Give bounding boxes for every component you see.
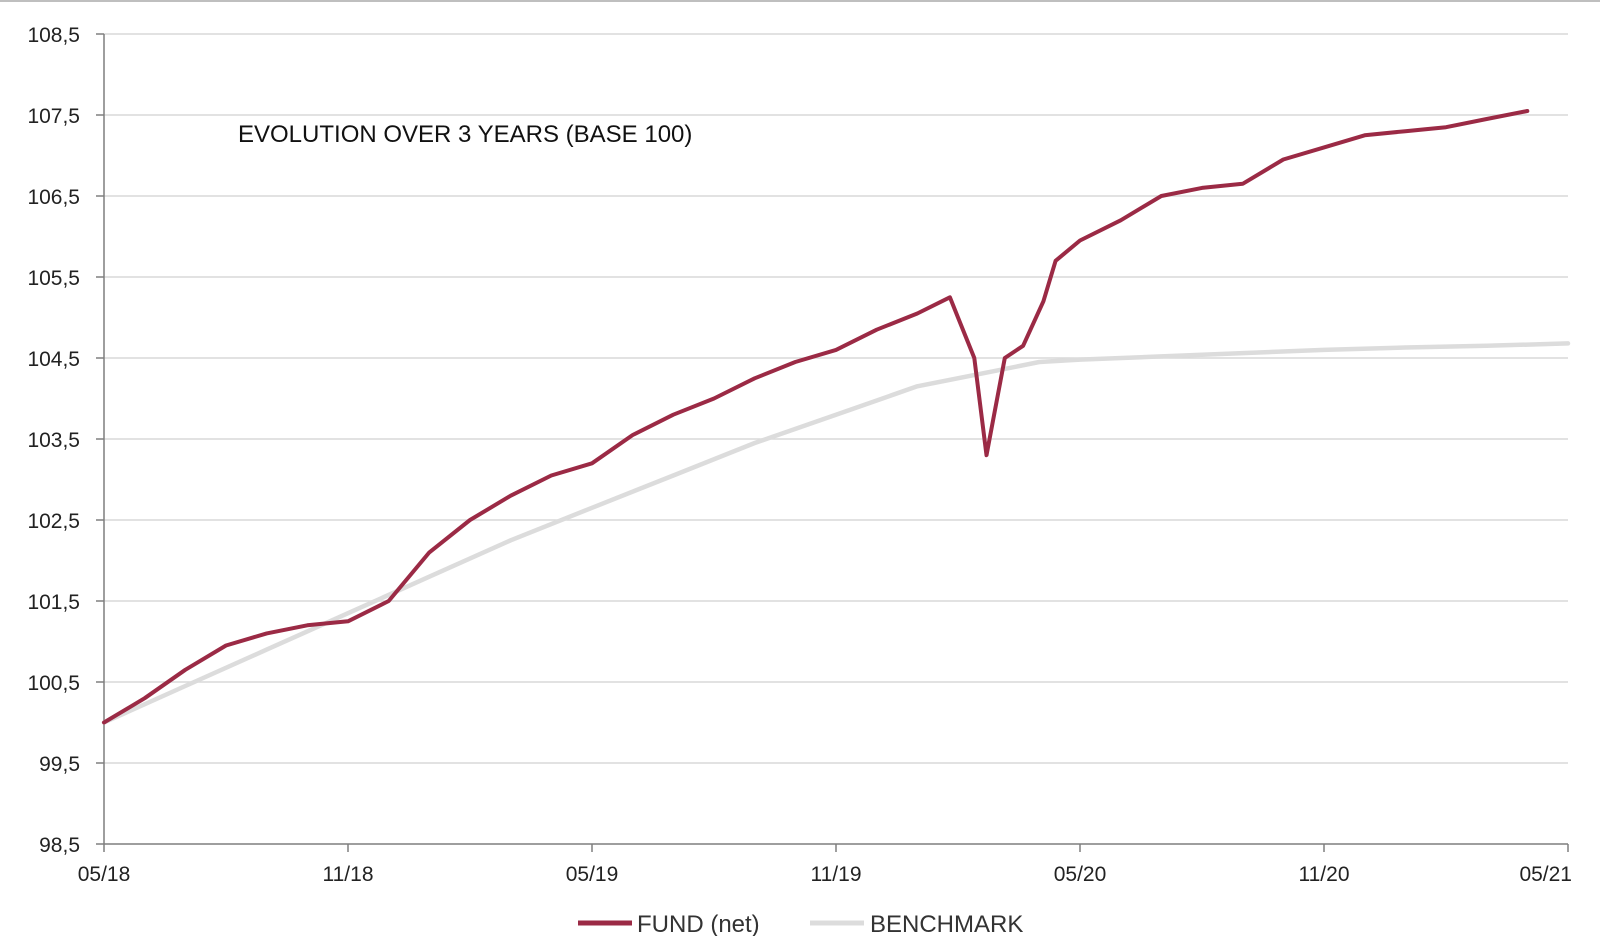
x-tick-label: 05/19 (566, 863, 619, 886)
x-tick-label: 05/20 (1054, 863, 1107, 886)
y-axis-ticks: 108,5 107,5 106,5 105,5 104,5 103,5 102,5 101,5… (27, 24, 104, 857)
y-tick-label: 107,5 (27, 105, 80, 128)
x-tick-label: 11/20 (1299, 863, 1350, 886)
y-tick-label: 100,5 (27, 672, 80, 695)
series-layer (101, 109, 1571, 725)
y-tick-label: 105,5 (27, 267, 80, 290)
legend-label-benchmark: BENCHMARK (870, 911, 1023, 936)
y-tick-label: 108,5 (27, 24, 80, 47)
grid-layer (104, 33, 1568, 764)
y-tick-label: 98,5 (39, 834, 80, 857)
x-tick-label: 05/21 (1519, 863, 1572, 886)
legend: FUND (net) BENCHMARK (578, 911, 1023, 938)
y-tick-label: 101,5 (27, 591, 80, 614)
legend-label-fund: FUND (net) (637, 911, 760, 936)
series-line-benchmark (101, 341, 1571, 725)
series-line-fund (102, 109, 1530, 725)
y-tick-label: 102,5 (27, 510, 80, 533)
x-tick-label: 11/19 (811, 863, 862, 886)
chart-title: EVOLUTION OVER 3 YEARS (BASE 100) (238, 121, 692, 148)
y-tick-label: 104,5 (27, 348, 80, 371)
y-tick-label: 103,5 (27, 429, 80, 452)
x-axis-ticks: 05/18 11/18 05/19 11/19 05/20 11/20 05/21 (78, 844, 1572, 886)
y-tick-label: 106,5 (27, 186, 80, 209)
y-tick-label: 99,5 (39, 753, 80, 776)
x-tick-label: 05/18 (78, 863, 131, 886)
x-tick-label: 11/18 (323, 863, 374, 886)
